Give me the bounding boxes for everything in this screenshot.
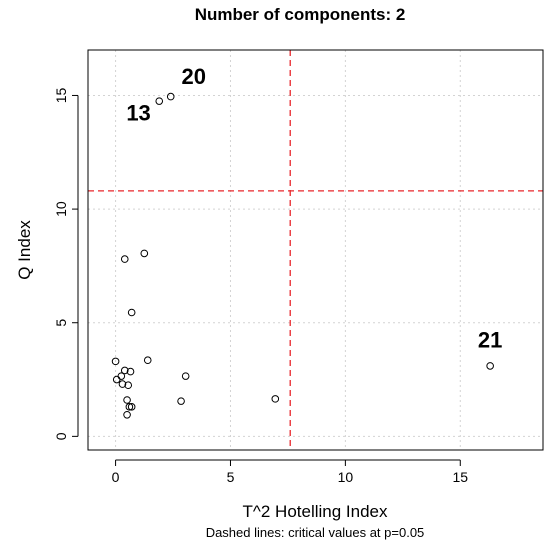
x-tick-label-2: 10 [338,469,354,485]
y-tick-label-2: 10 [53,201,69,217]
data-point-4 [127,308,136,317]
chart-title: Number of components: 2 [195,5,406,24]
grid [88,50,543,450]
point-annotation-0: 20 [181,64,205,89]
data-point-18 [177,397,185,405]
data-point-20 [486,362,494,370]
data-point-12 [124,381,133,390]
x-tick-label-3: 15 [452,469,468,485]
data-point-16 [127,403,136,411]
data-point-0 [155,97,164,105]
plot-frame [87,49,544,451]
data-point-6 [111,357,120,366]
y-axis: 0 5 10 15 [53,87,79,440]
data-point-2 [140,249,149,258]
y-tick-label-0: 0 [53,432,69,440]
chart-caption: Dashed lines: critical values at p=0.05 [206,525,425,540]
data-point-9 [117,372,126,380]
data-points [111,92,494,419]
data-point-5 [143,356,152,365]
point-annotation-2: 21 [478,328,502,353]
data-point-10 [112,375,121,384]
y-tick-label-1: 5 [53,319,69,327]
x-tick-label-0: 0 [112,469,120,485]
x-tick-label-1: 5 [227,469,235,485]
data-point-7 [120,366,129,375]
y-tick-label-3: 15 [53,87,69,103]
x-axis-label: T^2 Hotelling Index [243,502,388,521]
data-point-13 [181,372,190,380]
data-point-19 [271,395,280,403]
data-point-1 [166,92,175,101]
data-point-17 [123,410,131,419]
annotations: 20 13 21 [126,64,502,353]
point-annotation-1: 13 [126,100,150,125]
data-point-14 [123,396,131,404]
critical-lines [88,50,543,450]
y-axis-label: Q Index [15,220,34,280]
data-point-11 [118,380,127,388]
data-point-15 [125,403,134,411]
data-point-3 [120,255,129,263]
x-axis: 0 5 10 15 [112,459,468,485]
data-point-8 [126,367,135,376]
